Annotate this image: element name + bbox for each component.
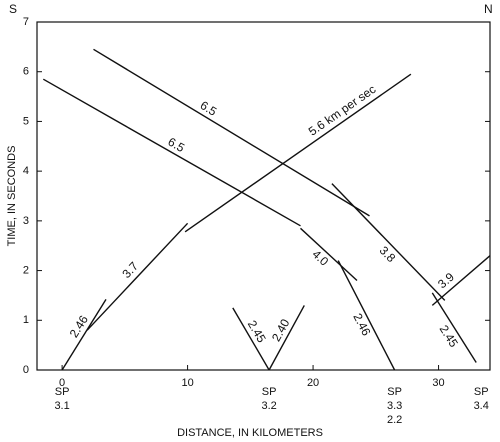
y-tick-label: 5 [23, 115, 29, 127]
travel-time-line [331, 183, 446, 301]
shotpoint-label: 2.2 [387, 414, 402, 426]
travel-time-line [232, 307, 270, 371]
shotpoint-label: 3.3 [387, 400, 402, 412]
velocity-label: 4.0 [309, 247, 331, 269]
shotpoint-label: 3.2 [261, 400, 276, 412]
y-tick-label: 0 [23, 364, 29, 376]
x-tick-label: 30 [432, 377, 444, 389]
shotpoint-label: 3.4 [474, 400, 489, 412]
shotpoint-label: SP [474, 386, 489, 398]
travel-time-line [300, 227, 358, 282]
shotpoint-label: SP [387, 386, 402, 398]
y-tick-label: 6 [23, 66, 29, 78]
velocity-label: 2.40 [269, 316, 293, 343]
y-tick-label: 7 [23, 16, 29, 28]
shotpoint-label: 3.1 [54, 400, 69, 412]
velocity-label: 6.5 [166, 135, 188, 156]
travel-time-line [184, 73, 412, 233]
plot-frame [36, 21, 491, 371]
y-tick-label: 4 [23, 165, 29, 177]
shotpoint-label: SP [262, 386, 277, 398]
y-tick-label: 1 [23, 314, 29, 326]
velocity-label: 5.6 km per sec [306, 82, 379, 139]
y-tick-label: 2 [23, 264, 29, 276]
velocity-label: 3.9 [435, 270, 457, 292]
shotpoint-label: SP [55, 386, 70, 398]
travel-time-line [93, 48, 370, 217]
y-axis-label: TIME, IN SECONDS [6, 146, 18, 247]
corner-label: N [484, 2, 493, 16]
velocity-label: 2.46 [350, 311, 373, 338]
velocity-label: 2.46 [67, 313, 91, 341]
y-tick-label: 3 [23, 215, 29, 227]
travel-time-line [268, 305, 305, 371]
velocity-label: 3.7 [119, 259, 141, 281]
x-axis-label: DISTANCE, IN KILOMETERS [177, 427, 323, 439]
x-tick-label: 10 [181, 377, 193, 389]
corner-label: S [9, 2, 17, 16]
travel-time-line [42, 78, 301, 227]
velocity-label: 2.45 [437, 323, 461, 350]
travel-time-line [431, 292, 477, 363]
travel-time-line [86, 222, 189, 331]
x-tick-label: 0 [59, 377, 65, 389]
travel-time-line [61, 299, 107, 371]
velocity-label: 3.8 [377, 243, 399, 265]
travel-time-line [337, 260, 396, 371]
travel-time-line [431, 255, 491, 306]
velocity-label: 2.45 [245, 318, 269, 346]
velocity-label: 6.5 [198, 98, 220, 119]
x-tick-label: 20 [307, 377, 319, 389]
